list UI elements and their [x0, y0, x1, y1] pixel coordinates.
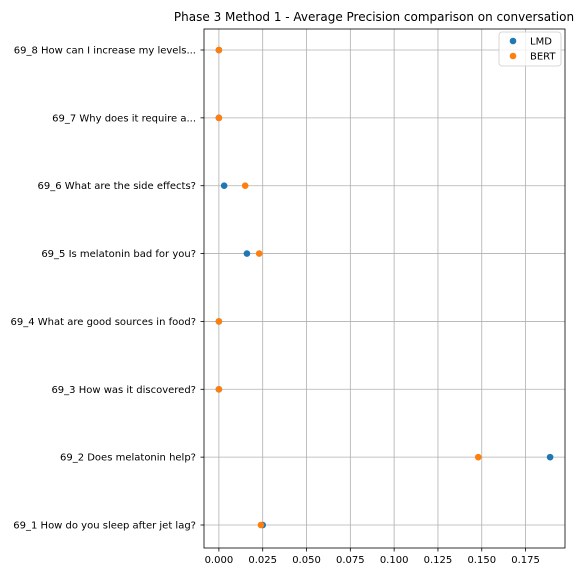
data-point [241, 182, 249, 190]
y-tick-label: 69_1 How do you sleep after jet lag? [13, 521, 196, 532]
plot-frame [203, 28, 566, 549]
data-point [215, 46, 223, 54]
data-point [255, 250, 263, 257]
y-tick-label: 69_3 How was it discovered? [51, 385, 196, 396]
legend-label: LMD [530, 37, 552, 48]
x-tick-label: 0.175 [511, 555, 540, 566]
x-tick-label: 0.150 [467, 555, 496, 566]
legend-marker [509, 52, 517, 60]
legend: LMD BERT [498, 31, 562, 67]
x-tick-label: 0.100 [380, 555, 409, 566]
data-point [215, 114, 223, 122]
y-tick-label: 69_8 How can I increase my levels... [14, 46, 196, 57]
data-point [474, 453, 482, 461]
data-point [220, 182, 228, 190]
data-point [215, 318, 223, 325]
grid [204, 29, 565, 548]
data-point [215, 385, 223, 393]
legend-label: BERT [530, 52, 556, 63]
x-tick-label: 0.050 [292, 555, 321, 566]
chart-title: Phase 3 Method 1 - Average Precision com… [174, 10, 574, 24]
y-axis: 69_1 How do you sleep after jet lag? 69_2… [11, 46, 204, 532]
data-points [215, 46, 554, 529]
y-tick-label: 69_5 Is melatonin bad for you? [41, 249, 196, 260]
data-point [257, 521, 265, 529]
y-tick-label: 69_7 Why does it require a... [52, 113, 196, 124]
x-tick-label: 0.025 [248, 555, 277, 566]
y-tick-label: 69_6 What are the side effects? [38, 181, 196, 192]
x-axis: 0.000 0.025 0.050 0.075 0.100 0.125 0.150 0.175 [205, 548, 540, 566]
x-tick-label: 0.000 [205, 555, 234, 566]
data-point [546, 453, 554, 461]
x-tick-label: 0.125 [424, 555, 453, 566]
legend-marker [509, 37, 517, 45]
data-point [243, 250, 251, 257]
series-bert [215, 46, 482, 529]
y-tick-label: 69_4 What are good sources in food? [11, 317, 196, 328]
x-tick-label: 0.075 [336, 555, 365, 566]
y-tick-label: 69_2 Does melatonin help? [60, 453, 196, 464]
